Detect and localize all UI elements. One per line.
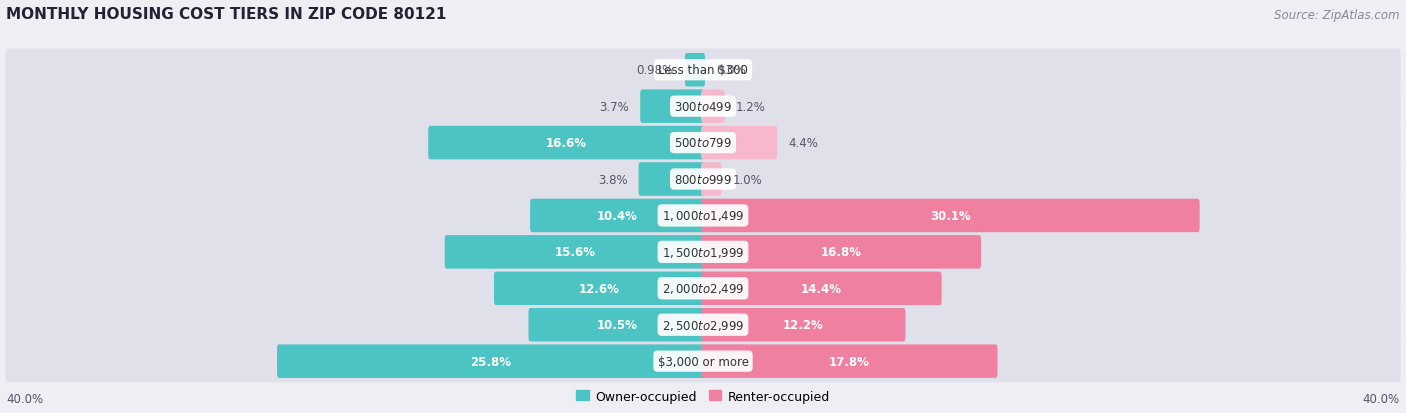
Text: 30.1%: 30.1% <box>929 209 970 223</box>
Legend: Owner-occupied, Renter-occupied: Owner-occupied, Renter-occupied <box>576 389 830 403</box>
Text: 10.5%: 10.5% <box>596 318 637 331</box>
Text: 1.0%: 1.0% <box>733 173 762 186</box>
Text: $300 to $499: $300 to $499 <box>673 100 733 114</box>
FancyBboxPatch shape <box>494 272 704 305</box>
Text: $1,500 to $1,999: $1,500 to $1,999 <box>662 245 744 259</box>
FancyBboxPatch shape <box>6 86 1400 128</box>
Text: 15.6%: 15.6% <box>554 246 595 259</box>
Text: $3,000 or more: $3,000 or more <box>658 355 748 368</box>
FancyBboxPatch shape <box>530 199 704 233</box>
Text: $800 to $999: $800 to $999 <box>673 173 733 186</box>
Text: 3.7%: 3.7% <box>599 100 628 114</box>
Text: 16.8%: 16.8% <box>821 246 862 259</box>
Text: 17.8%: 17.8% <box>828 355 870 368</box>
FancyBboxPatch shape <box>702 308 905 342</box>
Text: MONTHLY HOUSING COST TIERS IN ZIP CODE 80121: MONTHLY HOUSING COST TIERS IN ZIP CODE 8… <box>6 7 447 21</box>
FancyBboxPatch shape <box>640 90 704 123</box>
Text: 40.0%: 40.0% <box>6 392 44 405</box>
FancyBboxPatch shape <box>702 235 981 269</box>
FancyBboxPatch shape <box>6 195 1400 237</box>
Text: 0.0%: 0.0% <box>716 64 745 77</box>
Text: 3.8%: 3.8% <box>598 173 627 186</box>
Text: 12.2%: 12.2% <box>783 318 824 331</box>
Text: $2,500 to $2,999: $2,500 to $2,999 <box>662 318 744 332</box>
Text: 12.6%: 12.6% <box>579 282 620 295</box>
Text: 10.4%: 10.4% <box>598 209 638 223</box>
FancyBboxPatch shape <box>6 50 1400 92</box>
FancyBboxPatch shape <box>529 308 704 342</box>
Text: $1,000 to $1,499: $1,000 to $1,499 <box>662 209 744 223</box>
Text: Less than $300: Less than $300 <box>658 64 748 77</box>
Text: 25.8%: 25.8% <box>471 355 512 368</box>
Text: 4.4%: 4.4% <box>789 137 818 150</box>
Text: 14.4%: 14.4% <box>801 282 842 295</box>
FancyBboxPatch shape <box>685 54 704 87</box>
Text: $2,000 to $2,499: $2,000 to $2,499 <box>662 282 744 296</box>
Text: Source: ZipAtlas.com: Source: ZipAtlas.com <box>1274 9 1400 21</box>
FancyBboxPatch shape <box>702 272 942 305</box>
Text: 16.6%: 16.6% <box>546 137 588 150</box>
FancyBboxPatch shape <box>702 344 997 378</box>
Text: 40.0%: 40.0% <box>1362 392 1400 405</box>
FancyBboxPatch shape <box>6 159 1400 201</box>
FancyBboxPatch shape <box>702 199 1199 233</box>
FancyBboxPatch shape <box>429 126 704 160</box>
FancyBboxPatch shape <box>6 122 1400 164</box>
FancyBboxPatch shape <box>6 231 1400 273</box>
Text: 1.2%: 1.2% <box>735 100 766 114</box>
FancyBboxPatch shape <box>444 235 704 269</box>
FancyBboxPatch shape <box>6 268 1400 310</box>
FancyBboxPatch shape <box>6 340 1400 382</box>
FancyBboxPatch shape <box>702 90 724 123</box>
Text: 0.98%: 0.98% <box>637 64 673 77</box>
Text: $500 to $799: $500 to $799 <box>673 137 733 150</box>
FancyBboxPatch shape <box>277 344 704 378</box>
FancyBboxPatch shape <box>702 126 778 160</box>
FancyBboxPatch shape <box>702 163 721 196</box>
FancyBboxPatch shape <box>6 304 1400 346</box>
FancyBboxPatch shape <box>638 163 704 196</box>
